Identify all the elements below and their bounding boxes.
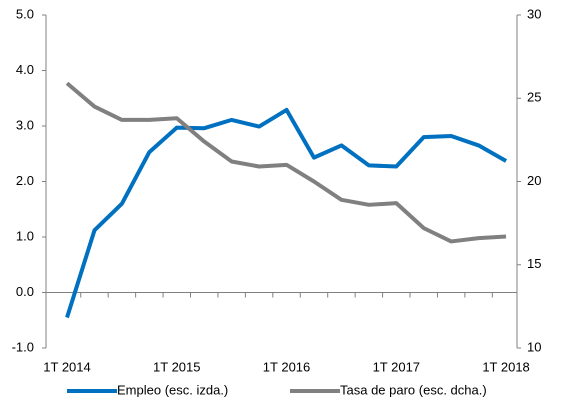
series-line	[65, 81, 507, 244]
y-tick-label: -1.0	[12, 339, 34, 354]
y2-tick-label: 10	[527, 339, 541, 354]
y2-tick-label: 15	[527, 256, 541, 271]
series-line	[65, 107, 508, 319]
x-tick-label: 1T 2014	[43, 359, 90, 374]
y2-tick-label: 20	[527, 173, 541, 188]
y-tick-label: 4.0	[16, 62, 34, 77]
y-tick-label: 5.0	[16, 6, 34, 21]
y2-tick-label: 30	[527, 6, 541, 21]
y-tick-label: 3.0	[16, 117, 34, 132]
x-tick-label: 1T 2017	[373, 359, 420, 374]
y-tick-label: 2.0	[16, 173, 34, 188]
x-tick-label: 1T 2015	[153, 359, 200, 374]
y2-tick-label: 25	[527, 90, 541, 105]
y-tick-label: 1.0	[16, 228, 34, 243]
legend-label: Tasa de paro (esc. dcha.)	[340, 382, 487, 397]
x-tick-label: 1T 2018	[482, 359, 529, 374]
legend-label: Empleo (esc. izda.)	[117, 382, 228, 397]
y-tick-label: 0.0	[16, 284, 34, 299]
x-tick-label: 1T 2016	[263, 359, 310, 374]
